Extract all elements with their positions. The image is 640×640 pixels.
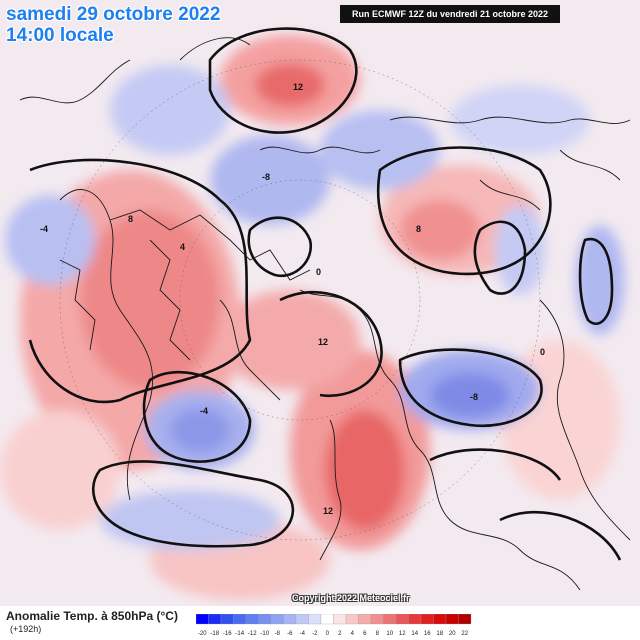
legend-swatch: [320, 614, 334, 625]
legend-tick-label: 20: [449, 631, 456, 637]
legend-swatch: [283, 614, 297, 625]
coastlines: [19, 37, 631, 591]
legend-tick-label: 0: [326, 631, 330, 637]
anomaly-field: [0, 35, 625, 600]
contour-labels: 12 12 12 8 8 -8 -8 -4 -4 0 0 4: [40, 82, 545, 516]
legend-swatch: [383, 614, 397, 625]
legend-swatch: [395, 614, 409, 625]
label-minus8-greenland: -8: [262, 172, 270, 182]
legend-tick-label: 22: [461, 631, 468, 637]
label-4-a: 4: [180, 242, 185, 252]
legend-swatch: [245, 614, 259, 625]
label-12-russia: 12: [323, 506, 333, 516]
legend-swatch: [233, 614, 247, 625]
run-info: Run ECMWF 12Z du vendredi 21 octobre 202…: [340, 5, 560, 23]
label-8-siberia: 8: [416, 224, 421, 234]
legend-tick-label: -10: [260, 631, 269, 637]
label-0-a: 0: [316, 267, 321, 277]
legend-tick-label: 8: [376, 631, 380, 637]
temperature-anomaly-map: 12 12 12 8 8 -8 -8 -4 -4 0 0 4: [0, 0, 640, 610]
label-minus4-pacific: -4: [200, 406, 208, 416]
legend-tick-label: 10: [386, 631, 393, 637]
label-12-north: 12: [318, 337, 328, 347]
legend-tick-label: -16: [223, 631, 232, 637]
legend-tick-label: 14: [411, 631, 418, 637]
legend-swatch: [408, 614, 422, 625]
label-minus4-canada: -4: [40, 224, 48, 234]
legend-swatch: [258, 614, 272, 625]
legend-swatch: [208, 614, 222, 625]
label-minus8-asia: -8: [470, 392, 478, 402]
legend-swatch: [445, 614, 459, 625]
legend-swatch: [358, 614, 372, 625]
forecast-date: samedi 29 octobre 2022: [6, 4, 221, 25]
color-legend: -20 -18 -16 -14 -12 -10 -8 -6 -4 -2 0 2 4 6 8 10 12 14 16 1…: [196, 614, 472, 637]
legend-swatch: [308, 614, 322, 625]
legend-tick-label: -6: [287, 631, 293, 637]
label-8-canada: 8: [128, 214, 133, 224]
latitude-circles: [59, 59, 541, 541]
legend-swatch: [196, 614, 209, 625]
legend-tick-label: 16: [424, 631, 431, 637]
legend-tick-label: 12: [399, 631, 406, 637]
legend-tick-label: -20: [198, 631, 207, 637]
legend-tick-label: -4: [300, 631, 306, 637]
copyright: Copyright 2022 Meteociel.fr: [292, 593, 410, 603]
legend-swatch: [458, 614, 472, 625]
legend-tick-label: -12: [248, 631, 257, 637]
legend-tick-label: 2: [338, 631, 342, 637]
legend-swatch: [220, 614, 234, 625]
legend-swatch: [295, 614, 309, 625]
legend-swatch: [433, 614, 447, 625]
legend-tick-label: 6: [363, 631, 367, 637]
legend-swatch: [270, 614, 284, 625]
legend-tick-label: -8: [275, 631, 281, 637]
legend-swatch: [333, 614, 347, 625]
variable-label: Anomalie Temp. à 850hPa (°C): [6, 609, 178, 623]
legend-tick-label: -14: [235, 631, 244, 637]
label-0-b: 0: [540, 347, 545, 357]
zero-contours: [28, 27, 622, 561]
legend-tick-label: -2: [312, 631, 318, 637]
lead-time-label: (+192h): [10, 624, 42, 634]
legend-swatch: [345, 614, 359, 625]
legend-tick-label: 4: [351, 631, 355, 637]
legend-swatch: [420, 614, 434, 625]
legend-tick-label: -18: [210, 631, 219, 637]
forecast-time: 14:00 locale: [6, 25, 114, 46]
label-12-atlantic: 12: [293, 82, 303, 92]
legend-tick-label: 18: [436, 631, 443, 637]
legend-swatch: [370, 614, 384, 625]
